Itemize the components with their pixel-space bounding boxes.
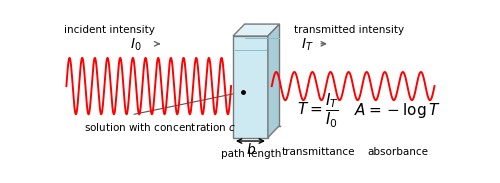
Text: $b$: $b$ xyxy=(246,142,256,157)
Text: $T = \dfrac{I_T}{I_0}$: $T = \dfrac{I_T}{I_0}$ xyxy=(298,92,339,130)
Text: transmitted intensity: transmitted intensity xyxy=(294,25,405,36)
Text: path length: path length xyxy=(221,149,282,159)
Polygon shape xyxy=(233,36,268,137)
Text: $I_T$: $I_T$ xyxy=(301,36,314,53)
Text: $I_0$: $I_0$ xyxy=(130,36,142,53)
Polygon shape xyxy=(268,24,280,137)
Text: transmittance: transmittance xyxy=(282,147,355,157)
Polygon shape xyxy=(233,24,280,36)
Text: solution with concentration $c$: solution with concentration $c$ xyxy=(84,121,236,133)
Text: $A = -\log T$: $A = -\log T$ xyxy=(354,101,441,120)
Text: absorbance: absorbance xyxy=(367,147,428,157)
Text: incident intensity: incident intensity xyxy=(64,25,154,36)
